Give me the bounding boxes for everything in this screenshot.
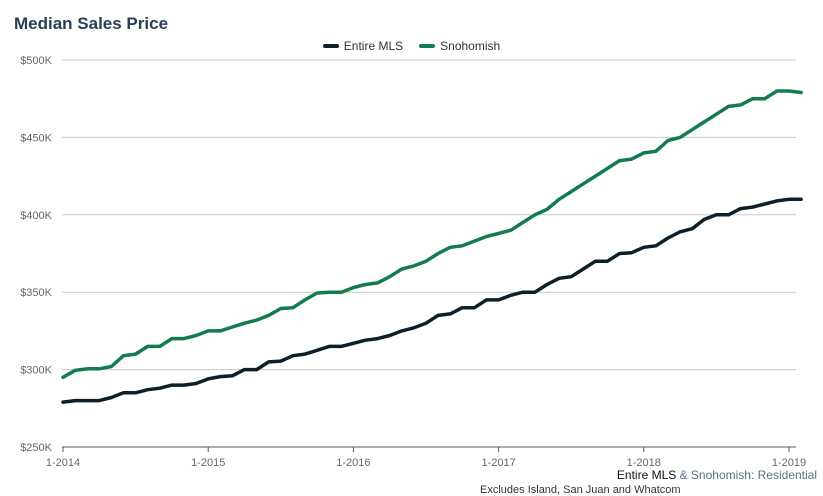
y-tick-label: $500K xyxy=(20,55,52,67)
legend: Entire MLS Snohomish xyxy=(0,39,823,53)
legend-swatch-snohomish xyxy=(419,44,436,48)
footer-entire-mls: Entire MLS xyxy=(616,468,677,482)
x-tick-label: 1-2018 xyxy=(627,457,661,469)
footer-note: Excludes Island, San Juan and Whatcom xyxy=(480,484,681,496)
legend-swatch-entire-mls xyxy=(322,44,339,48)
chart-footer: Entire MLS & Snohomish: Residential xyxy=(617,468,817,482)
y-tick-label: $450K xyxy=(20,132,52,144)
y-tick-label: $400K xyxy=(20,210,52,222)
x-tick-label: 1-2019 xyxy=(772,457,806,469)
x-tick-label: 1-2014 xyxy=(46,457,80,469)
x-tick-label: 1-2015 xyxy=(191,457,225,469)
legend-item-entire-mls[interactable]: Entire MLS xyxy=(322,39,404,53)
legend-item-snohomish[interactable]: Snohomish xyxy=(419,39,500,53)
y-tick-label: $300K xyxy=(20,365,52,377)
x-tick-label: 1-2016 xyxy=(336,457,370,469)
legend-label-snohomish: Snohomish xyxy=(440,39,501,53)
y-tick-label: $250K xyxy=(20,442,52,454)
series-line-snohomish xyxy=(61,89,803,380)
series-line-entire-mls xyxy=(61,197,803,404)
chart-title: Median Sales Price xyxy=(14,14,169,33)
legend-label-entire-mls: Entire MLS xyxy=(343,39,404,53)
x-tick-label: 1-2017 xyxy=(481,457,515,469)
y-tick-label: $350K xyxy=(20,287,52,299)
footer-subtitle: & Snohomish: Residential xyxy=(676,468,817,482)
